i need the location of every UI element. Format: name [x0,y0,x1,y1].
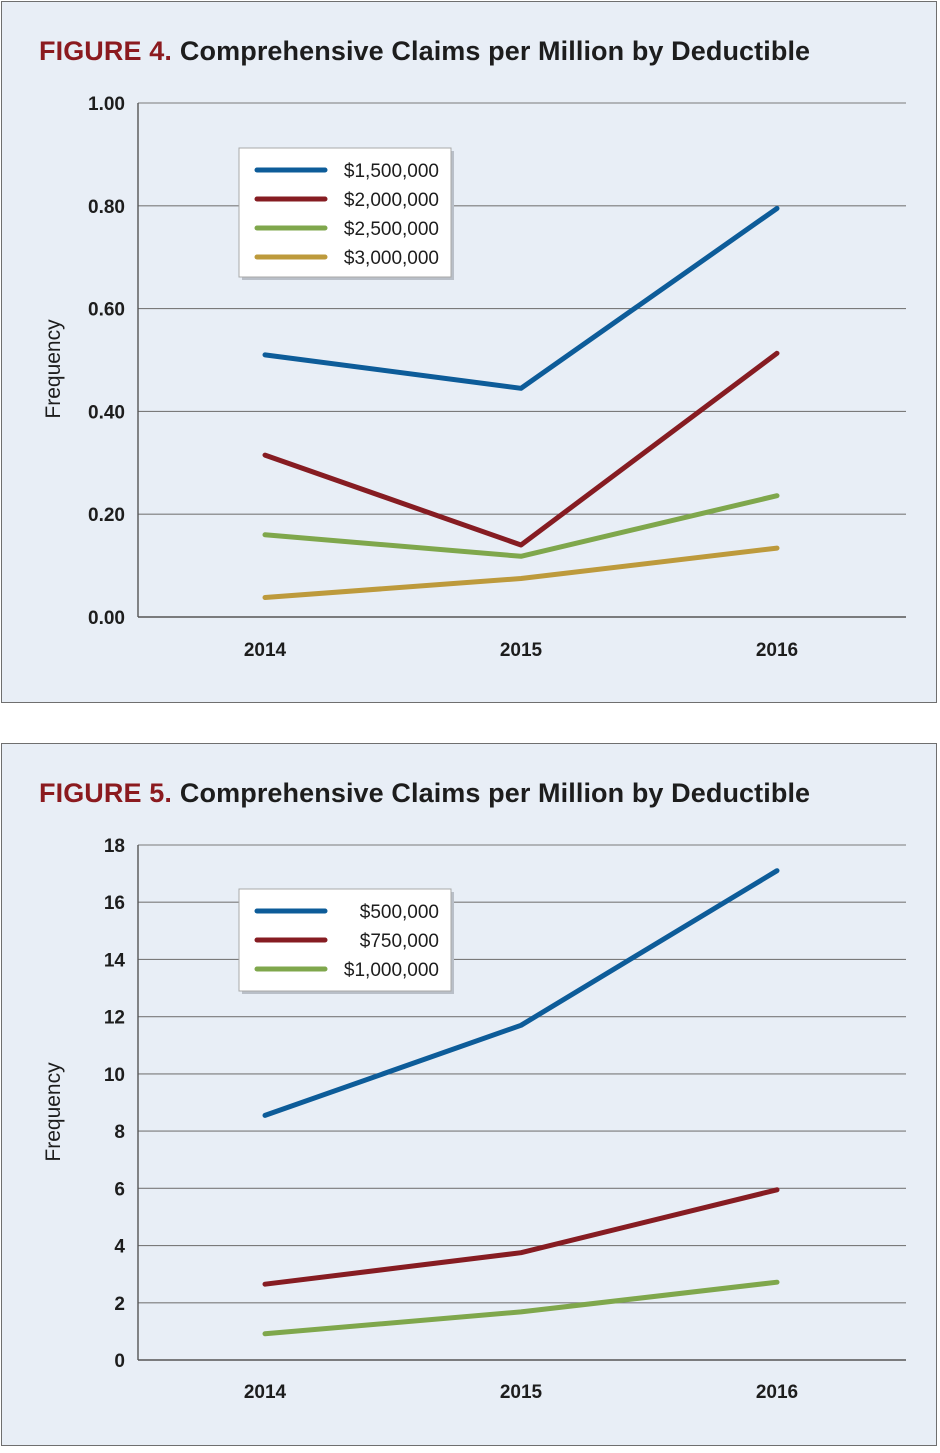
legend-entry: $2,000,000 [344,190,439,211]
figure-4-chart: 0.00 0.20 0.40 0.60 0.80 1.00 2014 2015 2016 Freq… [42,94,906,661]
y-tick-label: 16 [104,893,125,914]
y-tick-label: 0.40 [88,402,125,423]
figure-5-panel: FIGURE 5. Comprehensive Claims per Millio… [1,743,937,1446]
figure-5-chart: 0 2 4 6 8 10 12 14 16 18 2014 2015 2016 Frequency $500… [42,836,906,1403]
figure-4-panel: FIGURE 4. Comprehensive Claims per Millio… [1,1,937,703]
legend-entry: $1,500,000 [344,161,439,182]
figure-4-title: FIGURE 4. Comprehensive Claims per Millio… [39,36,810,67]
y-tick-label: 12 [104,1008,125,1029]
y-tick-label: 6 [114,1179,125,1200]
figure-4-label: FIGURE 4. [39,36,172,66]
figure-4-title-text: Comprehensive Claims per Million by Dedu… [179,36,811,66]
y-tick-label: 0 [114,1351,125,1372]
x-tick-label: 2015 [500,1382,543,1403]
series-line-3 [262,1279,780,1337]
y-tick-label: 8 [114,1122,125,1143]
y-tick-label: 4 [114,1237,125,1258]
y-tick-label: 2 [114,1294,125,1315]
y-tick-label: 10 [104,1065,125,1086]
y-tick-label: 0.20 [88,505,125,526]
x-tick-label: 2015 [500,640,543,661]
y-axis-label: Frequency [42,319,65,419]
legend-entry: $2,500,000 [344,219,439,240]
figure-5-label: FIGURE 5. [39,778,172,808]
figure-5-title: FIGURE 5. Comprehensive Claims per Millio… [39,778,810,809]
x-tick-label: 2014 [244,640,287,661]
series-line-2 [262,1187,780,1287]
y-tick-label: 0.60 [88,300,125,321]
series-line-1 [262,868,780,1118]
x-tick-label: 2016 [756,640,798,661]
series-line-1 [262,205,780,391]
y-tick-label: 1.00 [88,94,125,115]
series-line-4 [262,545,780,600]
y-tick-label: 18 [104,836,125,857]
y-tick-label: 14 [104,950,126,971]
legend-entry: $3,000,000 [344,248,439,269]
y-axis-label: Frequency [42,1062,65,1162]
legend-entry: $1,000,000 [344,960,439,981]
legend-entry: $750,000 [360,931,439,952]
x-tick-label: 2016 [756,1382,798,1403]
y-tick-label: 0.80 [88,197,125,218]
x-tick-label: 2014 [244,1382,287,1403]
legend-entry: $500,000 [360,902,439,923]
series-line-2 [262,350,780,548]
series-line-3 [262,493,780,559]
y-tick-label: 0.00 [88,608,125,629]
figure-5-title-text: Comprehensive Claims per Million by Dedu… [179,778,811,808]
